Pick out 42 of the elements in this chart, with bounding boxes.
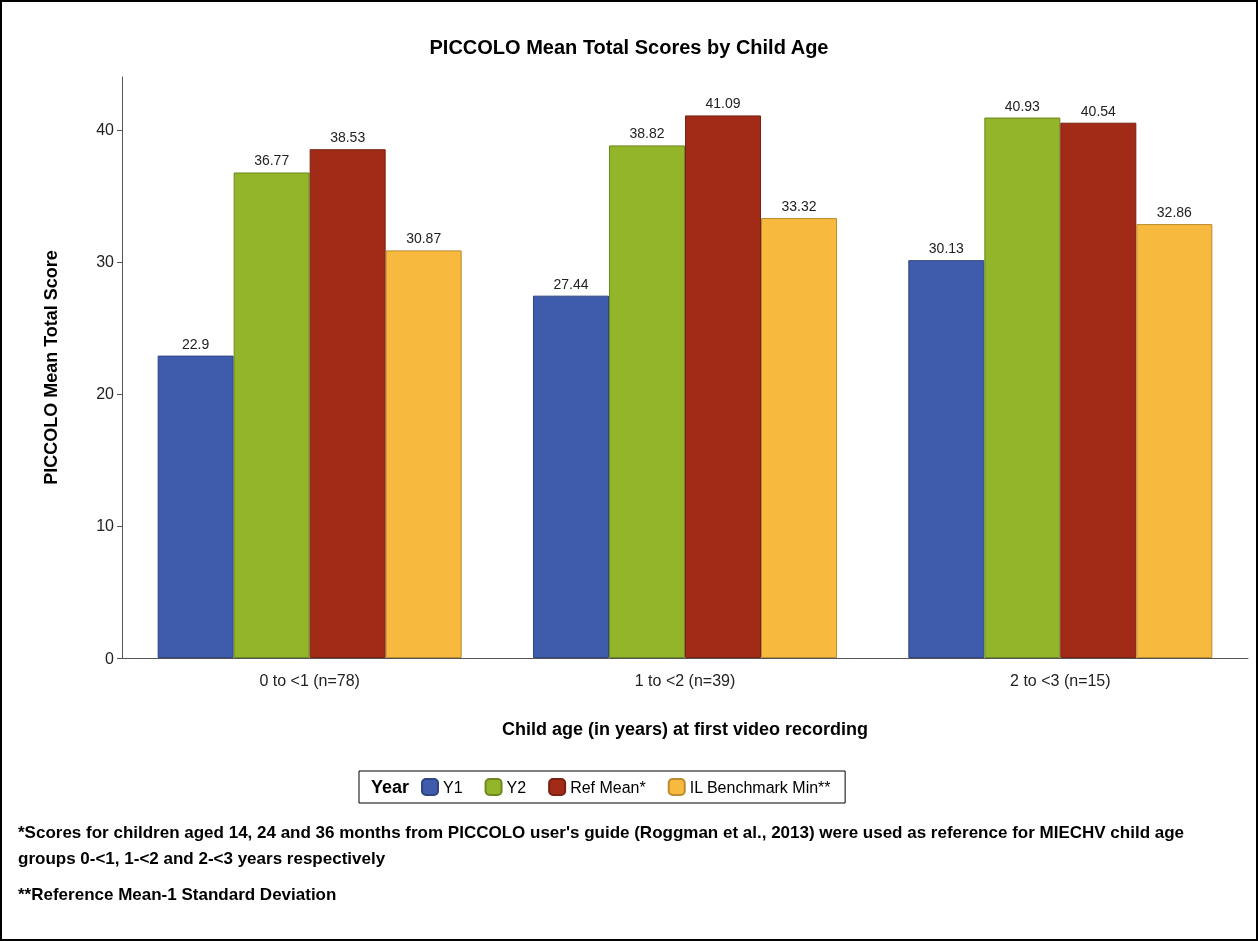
x-tick-label: 2 to <3 (n=15) [1010, 671, 1111, 689]
legend-title: Year [371, 777, 410, 797]
legend-label: IL Benchmark Min** [689, 778, 831, 796]
x-axis-title: Child age (in years) at first video recording [501, 719, 869, 739]
data-label: 22.9 [182, 335, 210, 352]
data-label: 32.86 [1156, 204, 1193, 221]
y-tick-label: 10 [96, 517, 115, 535]
data-label: 38.53 [330, 129, 366, 146]
bar [385, 250, 462, 658]
x-tick-label: 1 to <2 (n=39) [634, 671, 736, 689]
bar [1136, 224, 1213, 658]
x-tick-label: 0 to <1 (n=78) [259, 671, 360, 689]
data-label: 40.93 [1004, 97, 1041, 114]
legend-label: Y1 [443, 778, 463, 796]
y-tick-label: 0 [105, 649, 115, 667]
bar [761, 218, 838, 658]
bar [233, 172, 310, 658]
text: **Reference Mean-1 Standard Deviation [18, 884, 338, 906]
data-label: 40.54 [1080, 102, 1117, 119]
bar [685, 115, 762, 658]
text: *Scores for children aged 14, 24 and 36 months from PICCOLO user's guide (Roggman et al., 2013) were used as reference for MIECHV child age groups 0-<1, 1-<2 and 2-<3 years respectively [18, 822, 1186, 870]
bar [532, 295, 609, 658]
bar [609, 145, 685, 658]
data-label: 33.32 [781, 198, 817, 215]
legend-label: Y2 [506, 778, 527, 796]
data-label: 41.09 [705, 95, 741, 112]
data-label: 30.87 [406, 230, 442, 247]
legend-label: Ref Mean* [570, 778, 646, 796]
bar [309, 149, 386, 658]
data-label: 38.82 [629, 125, 665, 142]
y-tick-label: 30 [96, 253, 115, 271]
chart-title: PICCOLO Mean Total Scores by Child Age [429, 36, 829, 58]
bar [908, 260, 985, 658]
bar [157, 355, 234, 658]
y-tick-label: 20 [96, 385, 115, 403]
data-label: 36.77 [254, 152, 290, 169]
data-label: 27.44 [553, 275, 589, 292]
y-tick-label: 40 [96, 121, 115, 139]
y-axis-title: PICCOLO Mean Total Score [41, 250, 61, 485]
bar [1060, 122, 1137, 658]
bar [984, 117, 1061, 658]
data-label: 30.13 [928, 240, 965, 257]
